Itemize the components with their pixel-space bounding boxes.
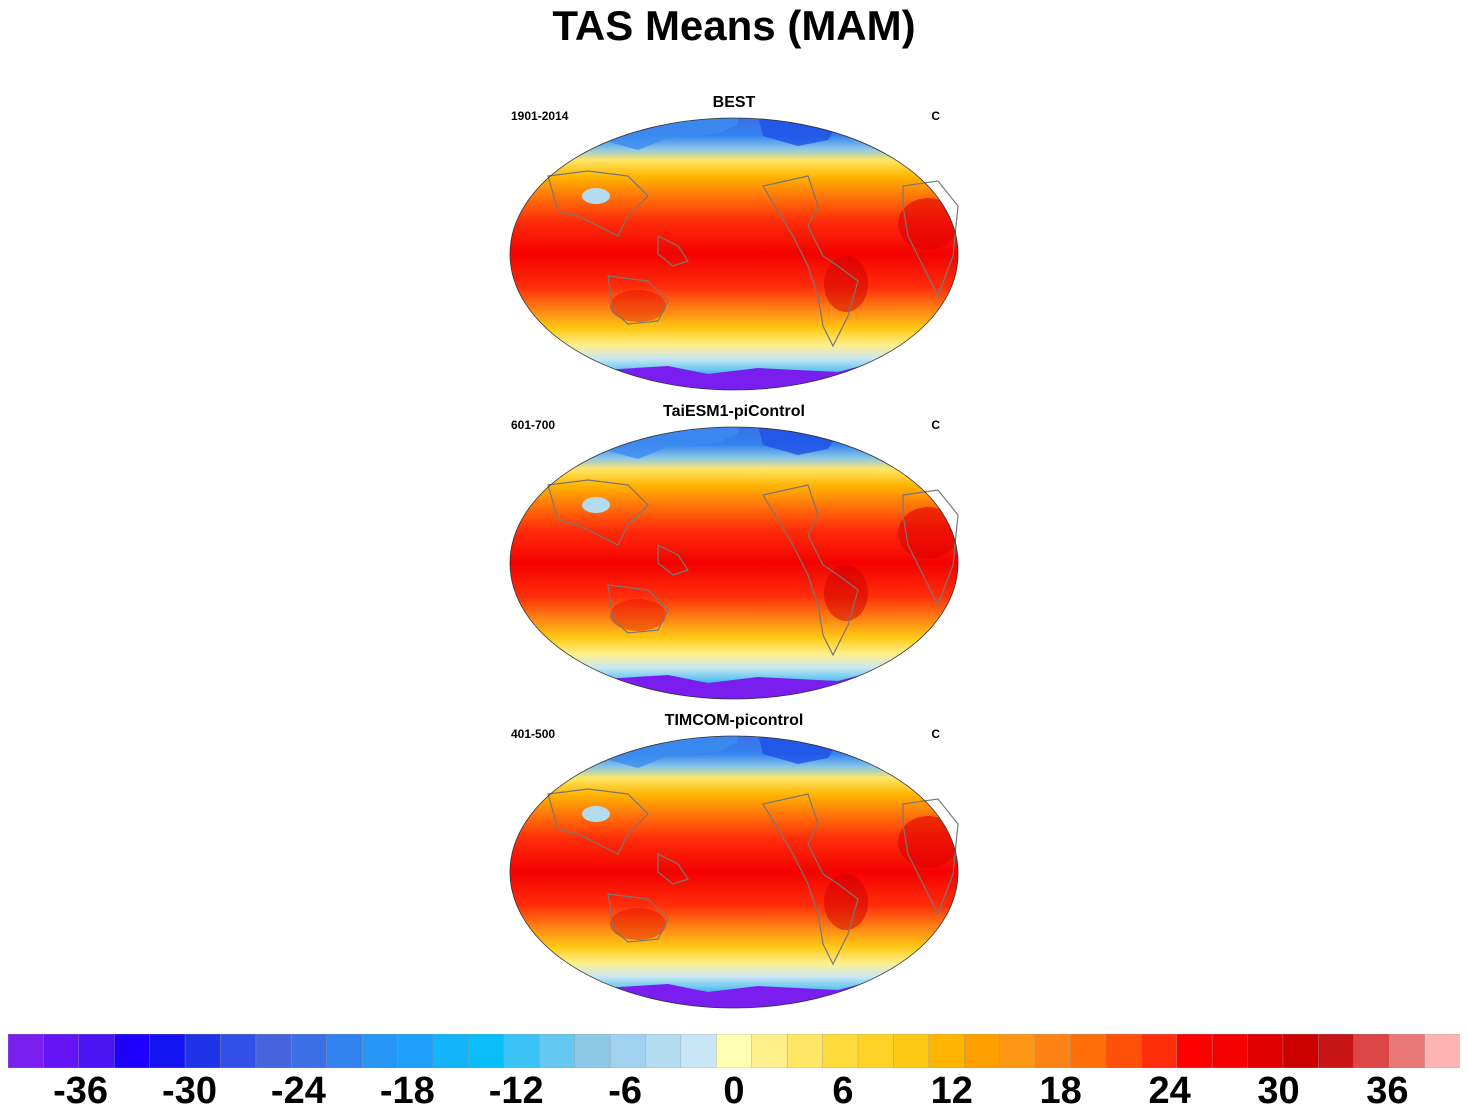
colorbar-swatch — [1034, 1034, 1071, 1068]
colorbar-swatch — [857, 1034, 894, 1068]
colorbar — [8, 1034, 1460, 1068]
colorbar-swatch — [716, 1034, 753, 1068]
colorbar-tick-label: -6 — [608, 1070, 642, 1112]
colorbar-swatch — [822, 1034, 859, 1068]
colorbar-swatch — [184, 1034, 221, 1068]
colorbar-swatch — [43, 1034, 80, 1068]
panel-units: C — [931, 109, 940, 123]
colorbar-swatch — [326, 1034, 363, 1068]
colorbar-swatch — [1388, 1034, 1426, 1068]
colorbar-swatch — [149, 1034, 186, 1068]
colorbar-tick-label: -12 — [488, 1070, 544, 1112]
coastline — [607, 275, 669, 325]
colorbar-swatch — [928, 1034, 965, 1068]
colorbar-swatch — [786, 1034, 824, 1068]
world-map-taiesm1 — [509, 426, 959, 700]
colorbar-labels: -36 -30 -24 -18 -12 -6 0 6 12 18 24 30 36 — [8, 1070, 1460, 1114]
panel-period: 401-500 — [511, 727, 556, 741]
coastline — [657, 544, 689, 576]
coastline — [762, 175, 859, 348]
colorbar-tick-label: 18 — [1039, 1070, 1082, 1112]
coastline — [762, 484, 859, 657]
colorbar-swatch — [291, 1034, 328, 1068]
coastline — [607, 893, 669, 943]
colorbar-swatch — [468, 1034, 505, 1068]
colorbar-swatch — [432, 1034, 469, 1068]
colorbar-swatch — [1070, 1034, 1107, 1068]
coastline — [902, 180, 959, 298]
colorbar-swatch — [539, 1034, 576, 1068]
colorbar-tick-label: 6 — [832, 1070, 854, 1112]
colorbar-swatch — [114, 1034, 151, 1068]
colorbar-swatch — [1282, 1034, 1319, 1068]
colorbar-tick-label: 12 — [930, 1070, 973, 1112]
colorbar-swatch — [1424, 1034, 1460, 1068]
colorbar-swatch — [1353, 1034, 1390, 1068]
map-panel-best: BEST 1901-2014 C — [508, 94, 960, 406]
colorbar-swatch — [1105, 1034, 1142, 1068]
colorbar-tick-label: -30 — [162, 1070, 217, 1112]
coastline — [607, 584, 669, 634]
colorbar-swatch — [645, 1034, 682, 1068]
colorbar-swatch — [964, 1034, 1001, 1068]
colorbar-tick-label: 24 — [1148, 1070, 1191, 1112]
colorbar-swatch — [1141, 1034, 1178, 1068]
panel-title: BEST — [712, 94, 756, 111]
colorbar-swatch — [503, 1034, 540, 1068]
colorbar-swatch — [680, 1034, 717, 1068]
colorbar-swatch — [78, 1034, 115, 1068]
coastline — [762, 793, 859, 966]
colorbar-swatch — [8, 1034, 44, 1068]
panel-period: 1901-2014 — [511, 109, 569, 123]
map-panel-timcom: TIMCOM-picontrol 401-500 C — [508, 712, 960, 1024]
colorbar-swatch — [1211, 1034, 1249, 1068]
colorbar-swatch — [255, 1034, 292, 1068]
coastline — [902, 489, 959, 607]
colorbar-swatch — [609, 1034, 646, 1068]
colorbar-tick-label: 30 — [1257, 1070, 1300, 1112]
panel-units: C — [931, 727, 940, 741]
colorbar-tick-label: -36 — [53, 1070, 109, 1112]
colorbar-swatch — [220, 1034, 257, 1068]
colorbar-swatch — [751, 1034, 788, 1068]
colorbar-swatch — [893, 1034, 930, 1068]
panel-title: TaiESM1-piControl — [663, 403, 805, 420]
colorbar-swatch — [361, 1034, 399, 1068]
coastline — [547, 170, 649, 237]
panel-period: 601-700 — [511, 418, 556, 432]
colorbar-swatch — [397, 1034, 434, 1068]
map-panel-taiesm1: TaiESM1-piControl 601-700 C — [508, 403, 960, 715]
colorbar-swatch — [1318, 1034, 1355, 1068]
panel-title: TIMCOM-picontrol — [664, 712, 804, 729]
colorbar-swatch — [1176, 1034, 1213, 1068]
colorbar-tick-label: -18 — [379, 1070, 435, 1112]
coastline — [657, 235, 689, 267]
colorbar-swatch — [1247, 1034, 1284, 1068]
colorbar-swatch — [999, 1034, 1036, 1068]
figure-title: TAS Means (MAM) — [552, 2, 916, 49]
coastline — [547, 788, 649, 855]
colorbar-tick-label: 0 — [723, 1070, 745, 1112]
colorbar-swatch — [574, 1034, 611, 1068]
panel-units: C — [931, 418, 940, 432]
coastline — [657, 853, 689, 885]
coastline — [902, 798, 959, 916]
coastline — [547, 479, 649, 546]
colorbar-tick-label: 36 — [1366, 1070, 1409, 1112]
colorbar-tick-label: -24 — [270, 1070, 326, 1112]
world-map-timcom — [509, 735, 959, 1009]
world-map-best — [509, 117, 959, 391]
